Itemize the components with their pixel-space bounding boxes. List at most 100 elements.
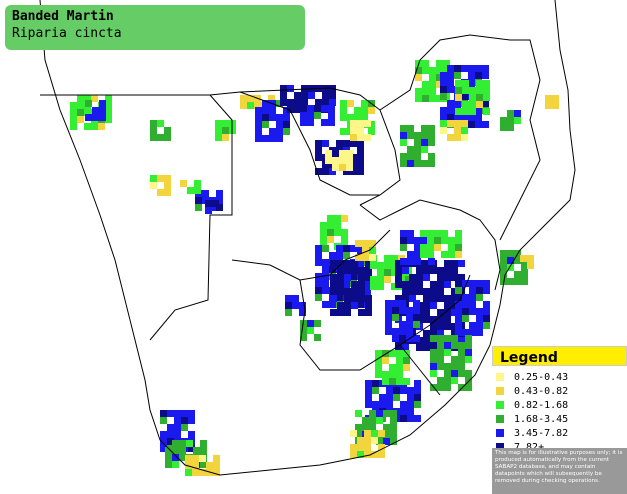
range-cell bbox=[369, 417, 376, 424]
range-cell bbox=[262, 135, 269, 142]
range-cell bbox=[413, 314, 420, 321]
range-cell bbox=[483, 308, 490, 315]
range-cell bbox=[337, 302, 344, 309]
range-cell bbox=[384, 262, 391, 269]
range-cell bbox=[500, 257, 507, 264]
range-cell bbox=[307, 320, 314, 327]
range-cell bbox=[105, 95, 112, 102]
range-cell bbox=[364, 430, 371, 437]
range-cell bbox=[188, 445, 195, 452]
range-cell bbox=[347, 114, 354, 121]
range-cell bbox=[400, 160, 407, 167]
range-cell bbox=[400, 415, 407, 422]
range-cell bbox=[276, 121, 283, 128]
range-cell bbox=[455, 280, 462, 287]
range-cell bbox=[337, 281, 344, 288]
range-cell bbox=[444, 281, 451, 288]
range-cell bbox=[332, 157, 339, 164]
range-cell bbox=[455, 94, 462, 101]
legend-item: 7.82+ bbox=[496, 440, 627, 454]
range-cell bbox=[507, 257, 514, 264]
range-cell bbox=[157, 120, 164, 127]
range-cell bbox=[422, 67, 429, 74]
range-cell bbox=[500, 264, 507, 271]
range-cell bbox=[315, 99, 322, 106]
range-cell bbox=[423, 274, 430, 281]
range-cell bbox=[483, 280, 490, 287]
range-cell bbox=[328, 112, 335, 119]
range-cell bbox=[468, 79, 475, 86]
range-cell bbox=[414, 160, 421, 167]
range-cell bbox=[402, 267, 409, 274]
range-cell bbox=[444, 316, 451, 323]
range-cell bbox=[455, 308, 462, 315]
range-cell bbox=[437, 323, 444, 330]
range-cell bbox=[350, 430, 357, 437]
range-cell bbox=[370, 262, 377, 269]
range-cell bbox=[430, 335, 437, 342]
range-cell bbox=[300, 334, 307, 341]
range-cell bbox=[350, 444, 357, 451]
range-cell bbox=[292, 295, 299, 302]
range-cell bbox=[247, 95, 254, 102]
range-cell bbox=[216, 197, 223, 204]
range-cell bbox=[358, 309, 365, 316]
range-cell bbox=[395, 260, 402, 267]
legend-label: 7.82+ bbox=[514, 441, 545, 453]
range-cell bbox=[343, 280, 350, 287]
border bbox=[239, 91, 380, 196]
range-cell bbox=[422, 81, 429, 88]
range-cell bbox=[454, 114, 461, 121]
range-cell bbox=[276, 128, 283, 135]
range-cell bbox=[414, 139, 421, 146]
range-cell bbox=[469, 280, 476, 287]
range-cell bbox=[469, 329, 476, 336]
range-cell bbox=[308, 92, 315, 99]
range-cell bbox=[455, 315, 462, 322]
range-cell bbox=[329, 147, 336, 154]
range-cell bbox=[423, 309, 430, 316]
range-cell bbox=[172, 454, 179, 461]
range-cell bbox=[423, 260, 430, 267]
range-cell bbox=[437, 330, 444, 337]
range-cell bbox=[315, 287, 322, 294]
range-cell bbox=[407, 415, 414, 422]
range-cell bbox=[262, 107, 269, 114]
range-cell bbox=[416, 288, 423, 295]
range-cell bbox=[364, 437, 371, 444]
range-cell bbox=[500, 271, 507, 278]
range-cell bbox=[70, 109, 77, 116]
range-cell bbox=[77, 116, 84, 123]
range-cell bbox=[164, 175, 171, 182]
range-cell bbox=[448, 237, 455, 244]
range-cell bbox=[98, 123, 105, 130]
range-cell bbox=[222, 127, 229, 134]
range-cell bbox=[361, 100, 368, 107]
range-cell bbox=[416, 267, 423, 274]
range-cell bbox=[375, 357, 382, 364]
range-cell bbox=[390, 410, 397, 417]
range-cell bbox=[285, 295, 292, 302]
range-cell bbox=[105, 109, 112, 116]
range-cell bbox=[458, 349, 465, 356]
range-cell bbox=[451, 330, 458, 337]
range-cell bbox=[385, 307, 392, 314]
range-cell bbox=[454, 100, 461, 107]
range-cell bbox=[444, 384, 451, 391]
range-cell bbox=[332, 164, 339, 171]
range-cell bbox=[423, 344, 430, 351]
range-cell bbox=[364, 120, 371, 127]
range-cell bbox=[206, 462, 213, 469]
range-cell bbox=[430, 370, 437, 377]
range-cell bbox=[427, 230, 434, 237]
range-cell bbox=[192, 455, 199, 462]
range-cell bbox=[391, 269, 398, 276]
range-cell bbox=[413, 307, 420, 314]
range-cell bbox=[444, 349, 451, 356]
range-cell bbox=[396, 357, 403, 364]
range-cell bbox=[287, 106, 294, 113]
range-cell bbox=[85, 114, 92, 121]
range-cell bbox=[378, 444, 385, 451]
range-cell bbox=[461, 120, 468, 127]
range-cell bbox=[268, 95, 275, 102]
